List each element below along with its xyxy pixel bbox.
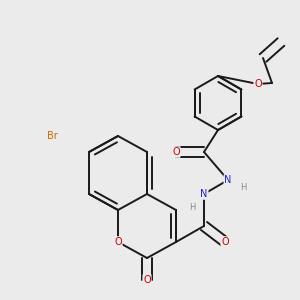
Text: O: O <box>254 79 262 89</box>
Text: O: O <box>143 275 151 285</box>
Text: O: O <box>114 237 122 247</box>
Text: Br: Br <box>46 131 57 141</box>
Text: O: O <box>221 237 229 247</box>
Text: O: O <box>172 147 180 157</box>
Text: N: N <box>200 189 208 199</box>
Text: H: H <box>189 203 195 212</box>
Text: N: N <box>224 175 232 185</box>
Text: H: H <box>240 184 246 193</box>
